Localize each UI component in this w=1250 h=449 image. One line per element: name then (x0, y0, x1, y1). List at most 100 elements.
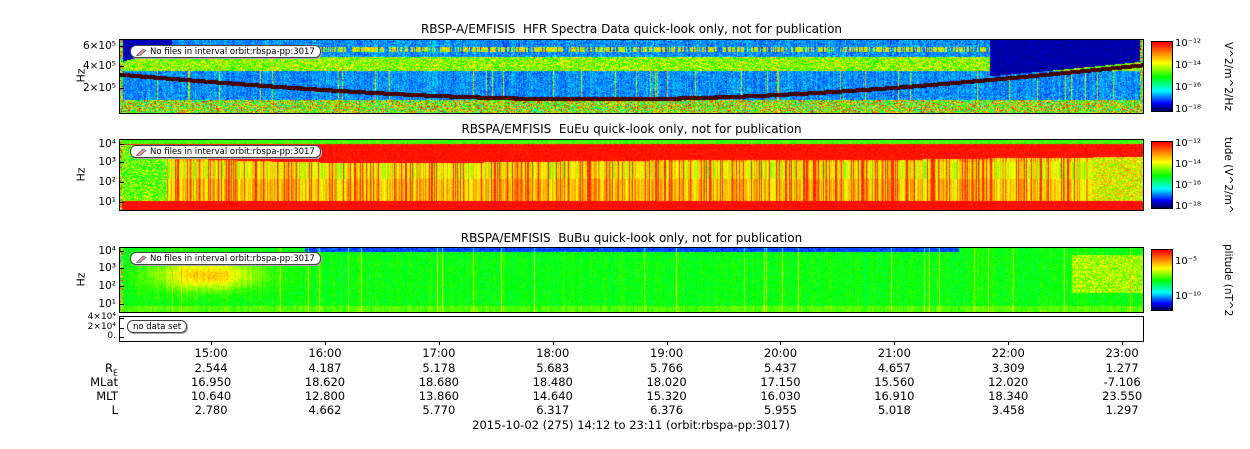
time-tick-label: 20:00 (763, 346, 798, 360)
ephemeris-value: 5.683 (536, 361, 570, 375)
y-tick-mark (120, 202, 124, 203)
ephemeris-value: 23.550 (1102, 389, 1143, 403)
y-tick-label: 10⁴ (98, 137, 116, 150)
x-tick-mark (553, 341, 554, 345)
no-files-badge-text: No files in interval orbit:rbspa-pp:3017 (150, 146, 315, 157)
y-tick-mark (120, 251, 124, 252)
colorbar-tick-label: 10⁻¹⁰ (1175, 290, 1202, 302)
ephemeris-value: 5.178 (422, 361, 456, 375)
time-tick-label: 22:00 (991, 346, 1025, 360)
no-data-set-badge: no data set (127, 320, 188, 333)
ephemeris-value: 4.187 (308, 361, 342, 375)
x-tick-mark (1008, 341, 1009, 345)
no-files-badge-euu: No files in interval orbit:rbspa-pp:3017 (130, 145, 321, 158)
pencil-icon (136, 148, 147, 156)
y-tick-label: 2×10⁵ (82, 82, 116, 95)
panel-title-hfr: RBSP-A/EMFISIS HFR Spectra Data quick-lo… (420, 22, 843, 36)
x-tick-mark (894, 341, 895, 345)
ephemeris-value: 18.480 (532, 375, 573, 389)
y-tick-label: 10² (98, 280, 116, 293)
x-tick-mark (325, 341, 326, 345)
ephemeris-row-label: MLat (90, 375, 118, 389)
ephemeris-value: 5.766 (650, 361, 684, 375)
y-tick-label: 2×10⁴ (87, 321, 116, 332)
ephemeris-value: 18.680 (418, 375, 459, 389)
colorbar-label-hfr: V^2/m^2/Hz (1222, 42, 1234, 111)
colorbar-tick-label: 10⁻¹⁸ (1175, 103, 1202, 115)
ephemeris-value: 5.018 (877, 403, 911, 417)
ephemeris-value: -7.106 (1103, 375, 1141, 389)
y-tick-label: 6×10⁵ (82, 39, 116, 52)
figure-caption: 2015-10-02 (275) 14:12 to 23:11 (orbit:r… (472, 418, 790, 432)
no-files-badge-text: No files in interval orbit:rbspa-pp:3017 (150, 46, 315, 57)
ephemeris-value: 6.317 (536, 403, 570, 417)
y-tick-mark (120, 268, 124, 269)
colorbar-tick-label: 10⁻¹² (1175, 38, 1202, 50)
y-tick-label: 10³ (98, 156, 116, 169)
ephemeris-value: 17.150 (760, 375, 801, 389)
ephemeris-value: 18.620 (304, 375, 346, 389)
panel-title-euu: RBSPA/EMFISIS EuEu quick-look only, not … (461, 122, 802, 136)
ephemeris-value: 1.277 (1105, 361, 1139, 375)
y-tick-mark (120, 304, 124, 305)
y-tick-mark (120, 88, 124, 89)
ephemeris-value: 6.376 (650, 403, 684, 417)
pencil-icon (136, 48, 147, 56)
time-tick-label: 18:00 (536, 346, 570, 360)
empty-data-panel (119, 316, 1144, 342)
y-tick-label: 10¹ (98, 195, 116, 208)
no-files-badge-hfr: No files in interval orbit:rbspa-pp:3017 (130, 45, 321, 58)
ephemeris-value: 2.780 (194, 403, 228, 417)
y-tick-mark (120, 162, 124, 163)
ephemeris-value: 13.860 (418, 389, 459, 403)
colorbar-bubu (1151, 249, 1173, 311)
ephemeris-value: 5.955 (764, 403, 797, 417)
ephemeris-value: 2.544 (194, 361, 228, 375)
colorbar-tick-label: 10⁻¹² (1175, 137, 1202, 149)
colorbar-tick-label: 10⁻⁵ (1175, 256, 1198, 267)
ephemeris-value: 4.657 (877, 361, 911, 375)
y-tick-label: 0. (107, 331, 116, 342)
y-tick-mark (120, 144, 124, 145)
y-tick-mark (120, 182, 124, 183)
x-tick-mark (780, 341, 781, 345)
panel-title-bubu: RBSPA/EMFISIS BuBu quick-look only, not … (460, 231, 803, 245)
ephemeris-row-label: MLT (96, 389, 118, 403)
ephemeris-value: 16.910 (874, 389, 915, 403)
colorbar-tick-label: 10⁻¹⁶ (1175, 180, 1202, 192)
time-tick-label: 16:00 (308, 346, 342, 360)
ephemeris-value: 1.297 (1105, 403, 1139, 417)
x-tick-mark (211, 341, 212, 345)
colorbar-tick-label: 10⁻¹⁶ (1175, 82, 1202, 94)
y-tick-mark (120, 328, 124, 329)
y-tick-mark (120, 337, 124, 338)
y-tick-mark (120, 286, 124, 287)
colorbar-tick-label: 10⁻¹⁴ (1175, 60, 1202, 72)
colorbar-hfr (1151, 41, 1173, 112)
y-tick-label: 10¹ (98, 298, 116, 311)
time-tick-label: 15:00 (194, 346, 228, 360)
y-tick-mark (120, 318, 124, 319)
ephemeris-row-label: L (111, 403, 118, 417)
colorbar-euu (1151, 141, 1173, 209)
time-tick-label: 21:00 (877, 346, 911, 360)
time-tick-label: 17:00 (422, 346, 456, 360)
ephemeris-value: 15.320 (646, 389, 687, 403)
no-files-badge-bubu: No files in interval orbit:rbspa-pp:3017 (130, 252, 321, 265)
pencil-icon (136, 255, 147, 263)
colorbar-tick-label: 10⁻¹⁸ (1175, 200, 1202, 212)
time-tick-label: 23:00 (1105, 346, 1139, 360)
ephemeris-value: 12.020 (988, 375, 1029, 389)
y-tick-label: 10³ (98, 262, 116, 275)
y-tick-label: 4×10⁴ (87, 312, 116, 323)
no-data-set-badge-text: no data set (133, 321, 182, 332)
ephemeris-value: 5.437 (764, 361, 797, 375)
ephemeris-value: 12.800 (304, 389, 346, 403)
x-tick-mark (1122, 341, 1123, 345)
colorbar-label-euu: tude (V^2/m^ (1222, 136, 1234, 214)
ephemeris-value: 4.662 (308, 403, 342, 417)
ephemeris-row-label: RE (104, 361, 118, 378)
time-tick-label: 19:00 (650, 346, 684, 360)
y-tick-mark (120, 46, 124, 47)
